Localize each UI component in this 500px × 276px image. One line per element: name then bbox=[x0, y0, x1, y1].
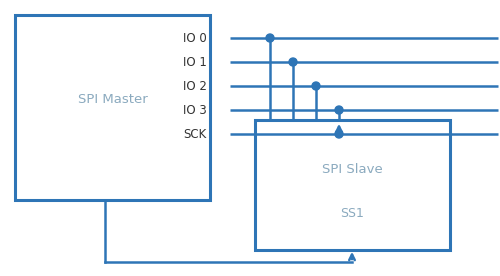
Text: SS1: SS1 bbox=[340, 207, 364, 220]
Bar bbox=[255, 120, 450, 250]
Circle shape bbox=[289, 58, 297, 66]
Bar bbox=[15, 15, 210, 200]
Text: IO 2: IO 2 bbox=[183, 79, 207, 92]
Circle shape bbox=[335, 130, 343, 138]
Text: SCK: SCK bbox=[184, 128, 207, 140]
Text: IO 0: IO 0 bbox=[183, 31, 207, 44]
Circle shape bbox=[266, 34, 274, 42]
Text: IO 1: IO 1 bbox=[183, 55, 207, 68]
Circle shape bbox=[335, 106, 343, 114]
Text: IO 3: IO 3 bbox=[183, 104, 207, 116]
Text: SPI Master: SPI Master bbox=[78, 93, 148, 106]
Text: SPI Slave: SPI Slave bbox=[322, 163, 383, 176]
Circle shape bbox=[312, 82, 320, 90]
